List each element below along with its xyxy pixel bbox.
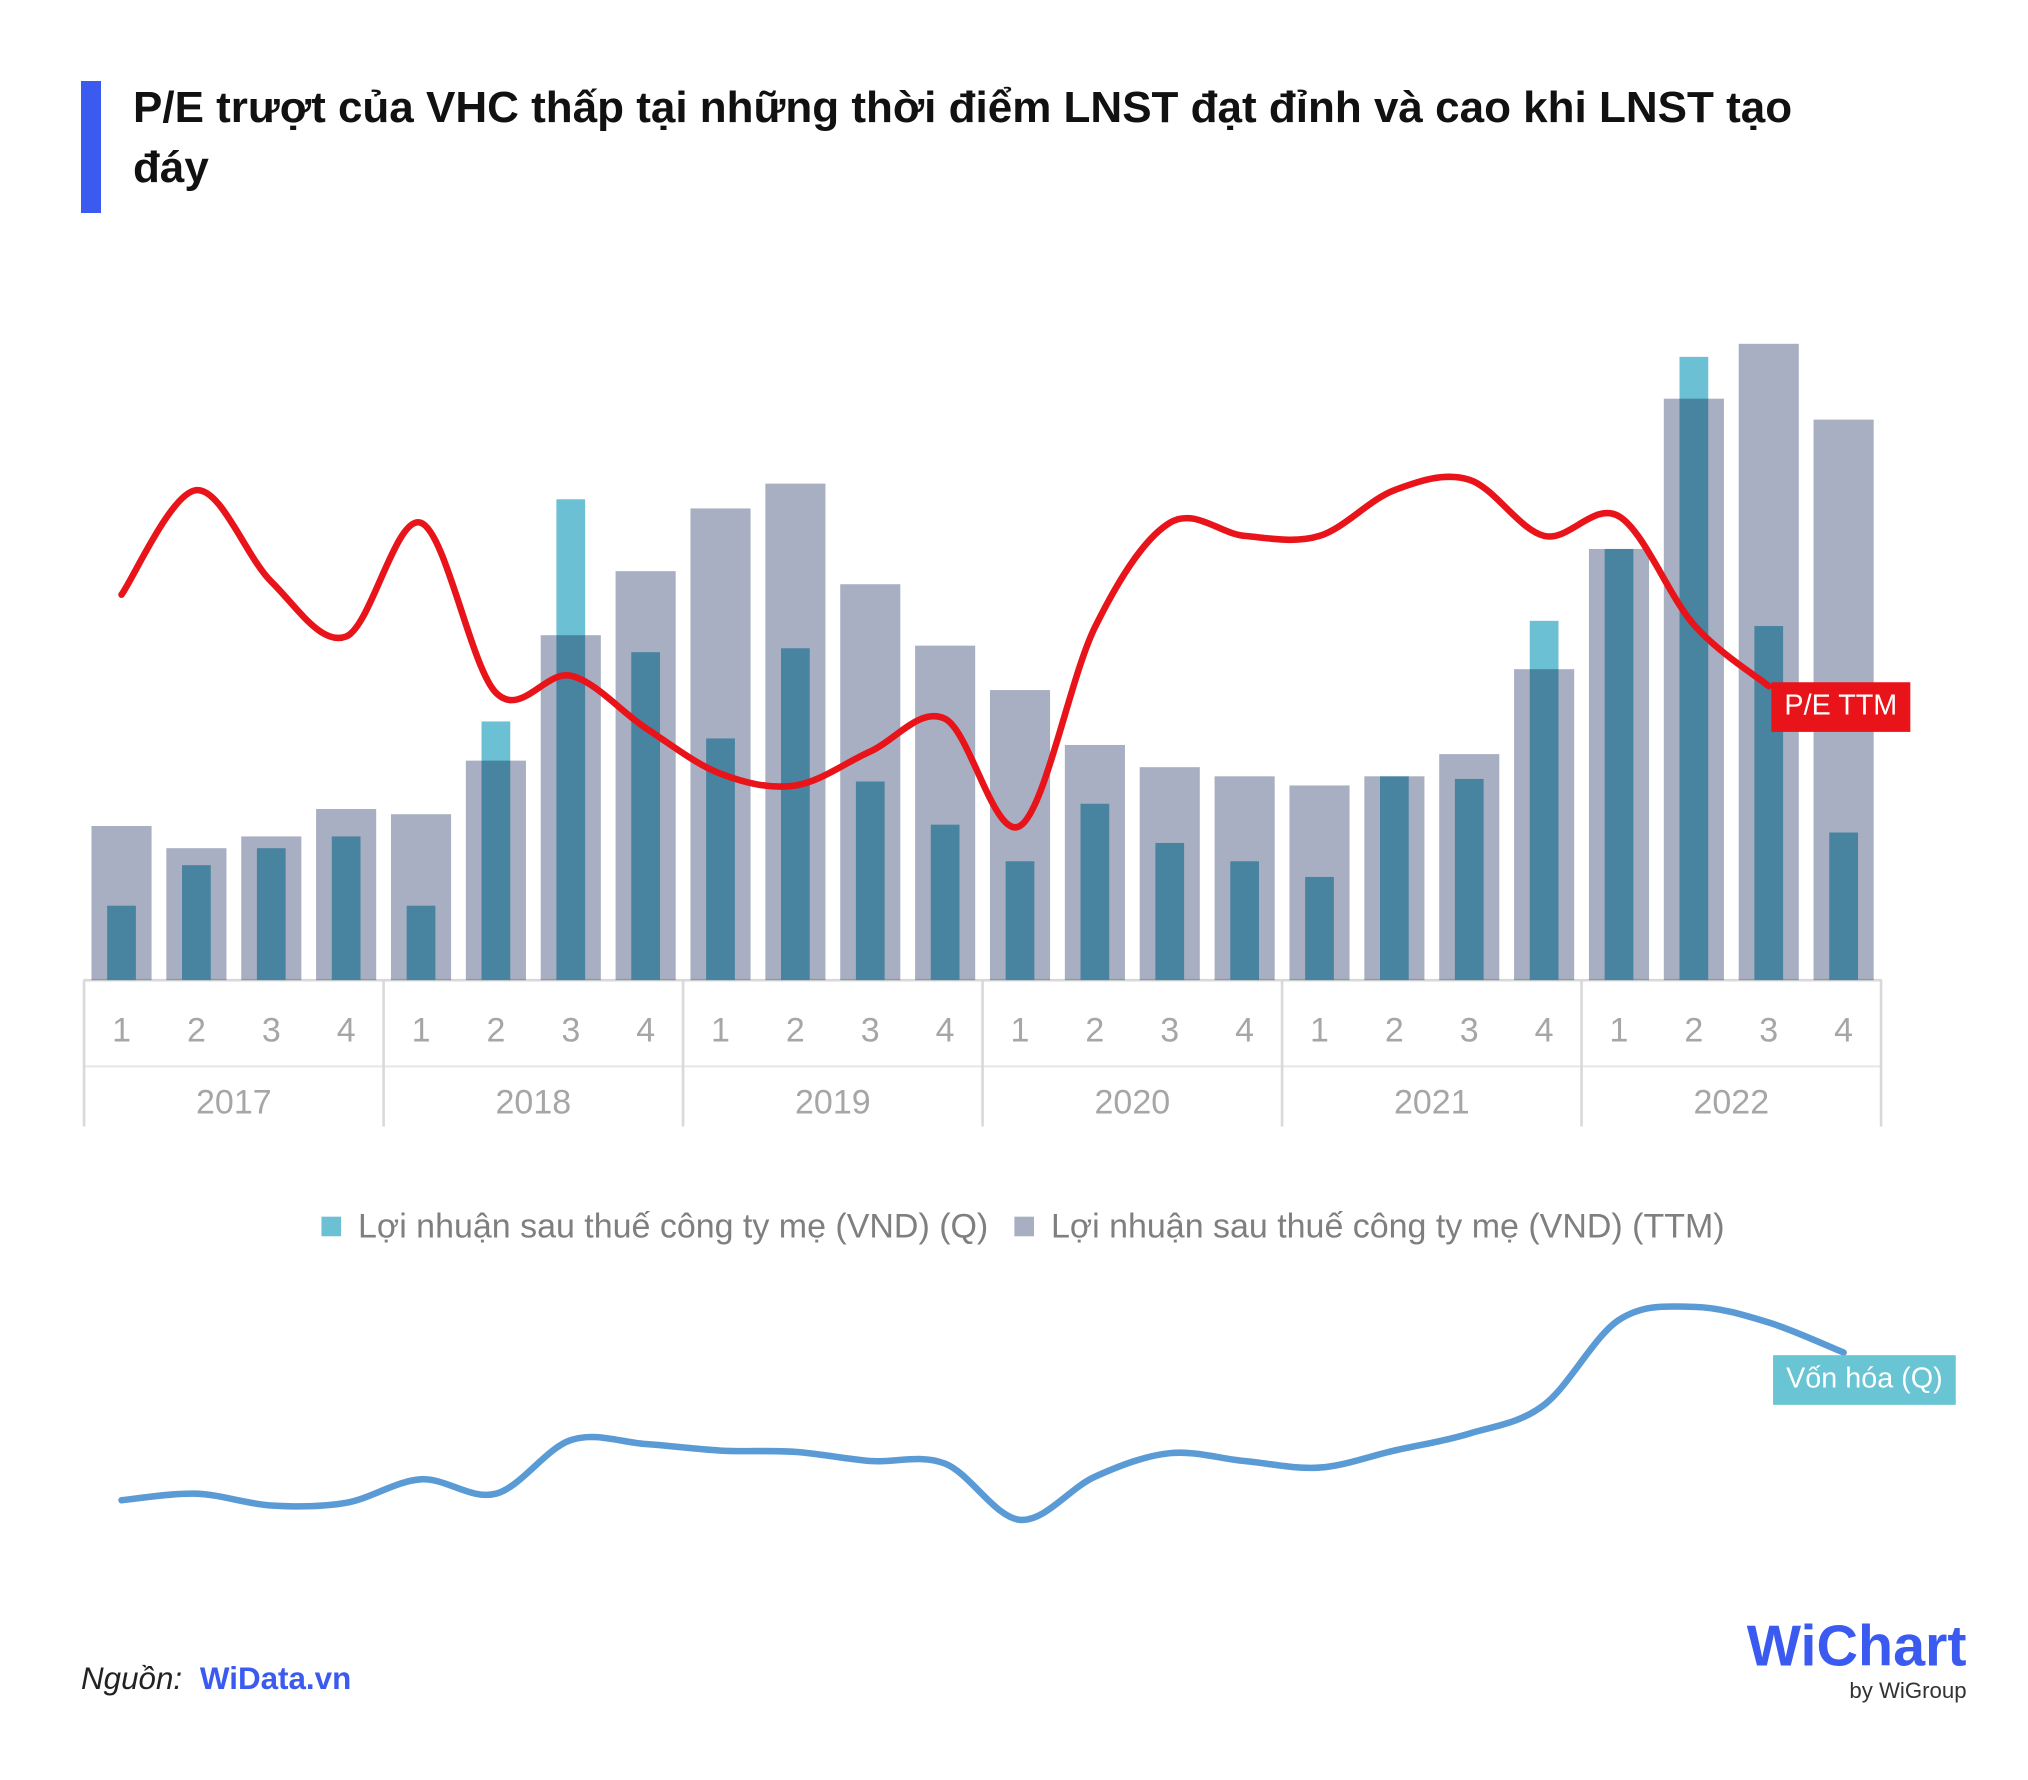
bar (840, 584, 901, 981)
x-tick-label: 2 (187, 1011, 206, 1049)
x-tick-label: 1 (1610, 1011, 1629, 1049)
x-tick-label: 3 (1160, 1011, 1179, 1049)
bar (1588, 548, 1650, 981)
chart-title: P/E trượt của VHC thấp tại những thời đi… (133, 83, 1793, 192)
x-tick-label: 4 (337, 1011, 356, 1049)
x-tick-label: 4 (636, 1011, 655, 1049)
series-label: P/E TTM (1771, 682, 1911, 732)
series-label-text: Vốn hóa (Q) (1786, 1363, 1943, 1395)
series-label: Vốn hóa (Q) (1773, 1355, 1956, 1405)
x-tick-label: 4 (1535, 1011, 1554, 1049)
line (118, 473, 1773, 831)
x-tick-label: 2 (1085, 1011, 1104, 1049)
series-label-box (1773, 1355, 1956, 1405)
bar (465, 760, 526, 981)
bar (91, 825, 152, 981)
logo-sub: by WiGroup (1849, 1678, 1966, 1703)
bar (1289, 785, 1350, 981)
bar (1439, 754, 1500, 981)
x-group-label: 2020 (1095, 1083, 1171, 1121)
x-tick-label: 3 (1460, 1011, 1479, 1049)
x-tick-label: 3 (861, 1011, 880, 1049)
legend-label: Lợi nhuận sau thuế công ty mẹ (VND) (Q) (358, 1207, 988, 1245)
legend-label: Lợi nhuận sau thuế công ty mẹ (VND) (TTM… (1051, 1207, 1725, 1245)
x-tick-label: 1 (711, 1011, 730, 1049)
x-group-label: 2022 (1694, 1083, 1770, 1121)
x-tick-label: 1 (1310, 1011, 1329, 1049)
x-tick-label: 1 (1011, 1011, 1030, 1049)
bar (1064, 744, 1125, 981)
x-tick-label: 1 (412, 1011, 431, 1049)
bar (765, 483, 826, 981)
bar (166, 848, 227, 981)
bar (540, 635, 601, 981)
legend-swatch (1014, 1216, 1034, 1237)
x-group-label: 2017 (196, 1083, 272, 1121)
bar (1738, 343, 1799, 981)
x-tick-label: 4 (936, 1011, 955, 1049)
bar (241, 836, 302, 981)
bar (390, 814, 452, 981)
source-label: Nguồn: (81, 1661, 182, 1696)
logo: WiChart (1747, 1615, 1967, 1679)
x-tick-label: 2 (786, 1011, 805, 1049)
bar (690, 508, 751, 981)
line (118, 1303, 1847, 1524)
x-tick-label: 2 (1385, 1011, 1404, 1049)
series-label-text: P/E TTM (1784, 690, 1897, 722)
bar (1514, 669, 1575, 981)
bar (1663, 398, 1724, 981)
bar (615, 571, 676, 981)
bar (989, 690, 1051, 981)
bar (1139, 767, 1200, 981)
x-tick-label: 4 (1834, 1011, 1853, 1049)
x-tick-label: 3 (1759, 1011, 1778, 1049)
x-group-label: 2018 (496, 1083, 572, 1121)
x-tick-label: 3 (262, 1011, 281, 1049)
title-accent (81, 81, 101, 213)
x-group-label: 2019 (795, 1083, 871, 1121)
x-tick-label: 1 (112, 1011, 131, 1049)
series-label-box (1771, 682, 1911, 732)
bar (316, 808, 377, 981)
source-link: WiData.vn (200, 1661, 351, 1696)
x-tick-label: 3 (561, 1011, 580, 1049)
bar (1214, 776, 1275, 981)
x-tick-label: 2 (486, 1011, 505, 1049)
bar (915, 645, 976, 981)
bar (1364, 776, 1425, 981)
x-tick-label: 4 (1235, 1011, 1254, 1049)
legend-swatch (321, 1216, 342, 1237)
x-group-label: 2021 (1394, 1083, 1470, 1121)
x-tick-label: 2 (1684, 1011, 1703, 1049)
